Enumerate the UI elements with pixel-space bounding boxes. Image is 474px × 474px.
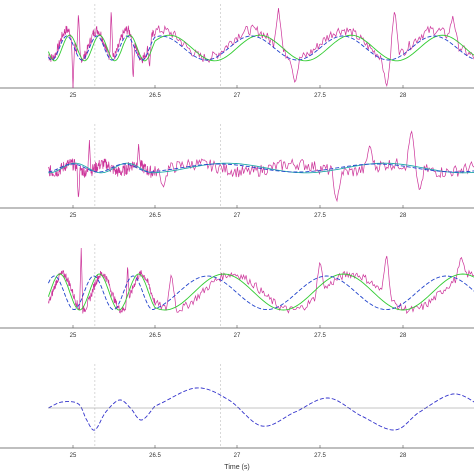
series-line-3: [47, 275, 474, 311]
subplot-2: 25 26.5 27 27.5 28: [0, 124, 474, 219]
series-line-3: [48, 35, 474, 61]
series-line-2: [48, 162, 474, 174]
series-line-1: [48, 7, 474, 89]
series-line-1: [48, 247, 474, 315]
subplot-3: 25 26.5 27 27.5 28: [0, 244, 474, 339]
x-tick-label: 27.5: [314, 93, 326, 99]
x-tick-label: 26.5: [149, 93, 161, 99]
series-line-1: [48, 387, 474, 431]
x-tick-label: 27.5: [314, 333, 326, 339]
x-tick-label: 27: [234, 93, 241, 99]
series-line-3: [48, 163, 474, 173]
x-tick-label: 25: [70, 213, 77, 219]
x-tick-label: 26.5: [149, 453, 161, 459]
subplot-1: 25 26.5 27 27.5 28: [0, 4, 474, 99]
x-tick-label: 28: [400, 333, 407, 339]
x-tick-label: 26.5: [149, 213, 161, 219]
x-tick-label: 27.5: [314, 453, 326, 459]
subplot-4: 25 26.5 27 27.5 28: [0, 364, 474, 459]
x-tick-label: 28: [400, 93, 407, 99]
x-tick-label: 25: [70, 93, 77, 99]
x-tick-label: 27: [234, 213, 241, 219]
x-tick-label: 27: [234, 333, 241, 339]
series-line-1: [48, 130, 474, 203]
x-tick-label: 27: [234, 453, 241, 459]
x-axis-label: Time (s): [224, 464, 249, 471]
x-tick-label: 25: [70, 333, 77, 339]
x-tick-label: 28: [400, 213, 407, 219]
x-tick-label: 26.5: [149, 333, 161, 339]
series-line-2: [47, 273, 474, 311]
x-tick-label: 25: [70, 453, 77, 459]
series-line-2: [47, 34, 474, 62]
x-tick-label: 27.5: [314, 213, 326, 219]
x-tick-label: 28: [400, 453, 407, 459]
